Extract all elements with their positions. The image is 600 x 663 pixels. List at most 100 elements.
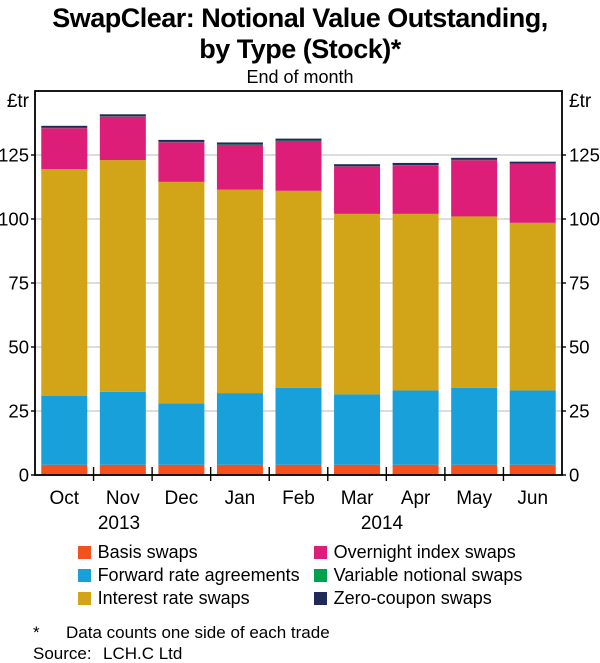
chart-title-line2: by Type (Stock)* xyxy=(199,34,401,64)
bar-segment xyxy=(99,391,146,465)
legend-item-zero-coupon-swaps: Zero-coupon swaps xyxy=(313,587,523,610)
bar-segment xyxy=(334,464,381,475)
source-label: Source: xyxy=(33,644,92,663)
y-axis-label-left: 75 xyxy=(8,273,29,294)
y-axis-label-right: 25 xyxy=(569,401,590,422)
bar-segment xyxy=(392,390,439,465)
legend-item-interest-rate-swaps: Interest rate swaps xyxy=(77,587,300,610)
legend-label-interest-rate-swaps: Interest rate swaps xyxy=(97,588,250,608)
legend-label-basis-swaps: Basis swaps xyxy=(97,542,198,562)
bar-segment xyxy=(41,169,88,396)
bar-segment xyxy=(41,125,88,128)
bar-segment xyxy=(275,138,322,141)
y-axis-label-left: 25 xyxy=(8,401,29,422)
x-axis-month-label: Mar xyxy=(341,488,374,509)
bar-segment xyxy=(158,464,205,475)
bar-segment xyxy=(275,140,322,191)
bar-segment xyxy=(451,157,498,160)
axis-unit-right: £tr xyxy=(569,91,592,112)
legend-item-overnight-index-swaps: Overnight index swaps xyxy=(313,541,523,564)
x-axis-month-label: Dec xyxy=(164,488,198,509)
y-axis-label-right: 75 xyxy=(569,273,590,294)
y-axis-label-right: 0 xyxy=(569,465,579,486)
x-axis-month-label: Oct xyxy=(49,488,79,509)
y-axis-label-left: 0 xyxy=(19,465,29,486)
y-axis-label-right: 125 xyxy=(569,145,600,166)
legend-swatch-forward-rate-agreements xyxy=(77,569,91,582)
source-row: Source: LCH.C Ltd xyxy=(33,643,600,663)
legend-label-zero-coupon-swaps: Zero-coupon swaps xyxy=(333,588,492,608)
bar-segment xyxy=(451,464,498,475)
legend-swatch-overnight-index-swaps xyxy=(313,546,327,559)
bar-segment xyxy=(41,128,88,170)
bar-segment xyxy=(216,142,263,145)
bar-segment xyxy=(99,160,146,392)
bar-segment xyxy=(509,163,556,223)
x-axis-month-label: Jan xyxy=(225,488,256,509)
footnote-row: * Data counts one side of each trade xyxy=(33,622,600,643)
y-axis-label-left: 50 xyxy=(8,337,29,358)
x-axis-month-label: Feb xyxy=(282,488,315,509)
axis-unit-left: £tr xyxy=(7,91,30,112)
chart-legend: Basis swaps Forward rate agreements Inte… xyxy=(0,541,600,610)
bar-segment xyxy=(158,181,205,404)
bar-segment xyxy=(216,464,263,475)
source-value: LCH.C Ltd xyxy=(103,644,183,663)
bar-segment xyxy=(41,395,88,465)
legend-item-forward-rate-agreements: Forward rate agreements xyxy=(77,564,300,587)
footnote-text: Data counts one side of each trade xyxy=(66,623,330,642)
y-axis-label-left: 100 xyxy=(0,209,29,230)
legend-swatch-zero-coupon-swaps xyxy=(313,592,327,605)
y-axis-label-left: 125 xyxy=(0,145,29,166)
bar-segment xyxy=(509,464,556,475)
bar-segment xyxy=(41,464,88,475)
bar-segment xyxy=(99,116,146,161)
bar-segment xyxy=(158,139,205,142)
bar-segment xyxy=(275,464,322,475)
legend-label-variable-notional-swaps: Variable notional swaps xyxy=(333,565,523,585)
x-axis-year-label-2013: 2013 xyxy=(98,513,140,534)
legend-item-variable-notional-swaps: Variable notional swaps xyxy=(313,564,523,587)
bar-segment xyxy=(451,160,498,217)
bar-segment xyxy=(509,161,556,164)
x-axis-month-label: May xyxy=(456,488,492,509)
bar-segment xyxy=(451,216,498,388)
bar-segment xyxy=(392,464,439,475)
bar-segment xyxy=(216,393,263,465)
legend-swatch-interest-rate-swaps xyxy=(77,592,91,605)
legend-label-forward-rate-agreements: Forward rate agreements xyxy=(97,565,300,585)
legend-label-overnight-index-swaps: Overnight index swaps xyxy=(333,542,516,562)
chart-subtitle: End of month xyxy=(246,67,354,87)
x-axis-month-label: Nov xyxy=(106,488,140,509)
x-axis-month-label: Jun xyxy=(517,488,548,509)
chart-title: SwapClear: Notional Value Outstanding, b… xyxy=(0,0,600,65)
bar-segment xyxy=(216,144,263,190)
bar-segment xyxy=(275,387,322,465)
bar-segment xyxy=(392,162,439,165)
bar-segment xyxy=(334,213,381,395)
bar-segment xyxy=(275,190,322,388)
bar-segment xyxy=(158,142,205,182)
bar-segment xyxy=(334,394,381,465)
bar-segment xyxy=(334,164,381,167)
bar-segment xyxy=(216,189,263,394)
stacked-bar-chart: 0 0 25 25 50 50 75 75 100 100 125 125 £tr £tr Oct Nov De… xyxy=(0,90,600,534)
bar-segment xyxy=(392,213,439,391)
chart-title-line1: SwapClear: Notional Value Outstanding, xyxy=(52,3,548,33)
bar-segment xyxy=(509,390,556,465)
bar-segment xyxy=(99,464,146,475)
bar-segment xyxy=(158,403,205,465)
bar-segment xyxy=(451,387,498,465)
y-axis-label-right: 50 xyxy=(569,337,590,358)
legend-swatch-basis-swaps xyxy=(77,546,91,559)
footnote-marker: * xyxy=(33,623,40,642)
y-axis-label-right: 100 xyxy=(569,209,600,230)
bar-segment xyxy=(99,114,146,117)
legend-item-basis-swaps: Basis swaps xyxy=(77,541,300,564)
x-axis-year-label-2014: 2014 xyxy=(361,513,404,534)
legend-swatch-variable-notional-swaps xyxy=(313,569,327,582)
bar-segment xyxy=(334,166,381,214)
x-axis-month-label: Apr xyxy=(401,488,431,509)
bar-segment xyxy=(509,222,556,391)
